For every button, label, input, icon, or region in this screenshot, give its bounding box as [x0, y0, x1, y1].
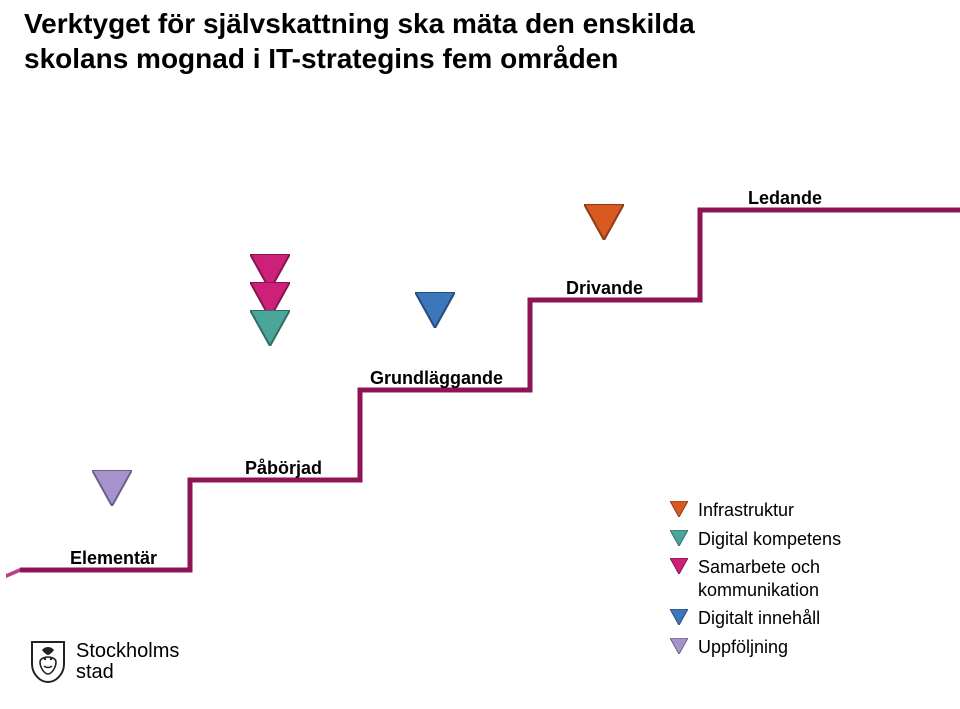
step-label-grundlaggande: Grundläggande: [370, 368, 503, 389]
legend-triangle-icon: [670, 638, 688, 654]
step-label-paborjad: Påbörjad: [245, 458, 322, 479]
legend-triangle-icon: [670, 501, 688, 517]
legend-item-label: Infrastruktur: [698, 499, 794, 522]
legend-item: Uppföljning: [670, 636, 900, 659]
step-label-elementar: Elementär: [70, 548, 157, 569]
stair-triangle-icon: [250, 310, 290, 346]
logo-line-1: Stockholms: [76, 640, 179, 662]
stair-triangle-icon: [92, 470, 132, 506]
legend: Infrastruktur Digital kompetens Samarbete …: [670, 499, 900, 664]
legend-item-label: Digital kompetens: [698, 528, 841, 551]
legend-item: Samarbete och kommunikation: [670, 556, 900, 601]
stair-triangle-icon: [584, 204, 624, 240]
legend-item: Digital kompetens: [670, 528, 900, 551]
legend-triangle-icon: [670, 558, 688, 574]
legend-triangle-icon: [670, 530, 688, 546]
crest-icon: [30, 640, 66, 684]
stair-triangle-icon: [415, 292, 455, 328]
legend-item-label: Digitalt innehåll: [698, 607, 820, 630]
legend-item-label: Samarbete och kommunikation: [698, 556, 900, 601]
legend-item-label: Uppföljning: [698, 636, 788, 659]
legend-item: Digitalt innehåll: [670, 607, 900, 630]
legend-triangle-icon: [670, 609, 688, 625]
logo-line-2: stad: [76, 661, 114, 683]
step-label-drivande: Drivande: [566, 278, 643, 299]
logo-text: Stockholms stad: [76, 641, 179, 683]
stockholms-stad-logo: Stockholms stad: [30, 640, 179, 684]
step-label-ledande: Ledande: [748, 188, 822, 209]
legend-item: Infrastruktur: [670, 499, 900, 522]
